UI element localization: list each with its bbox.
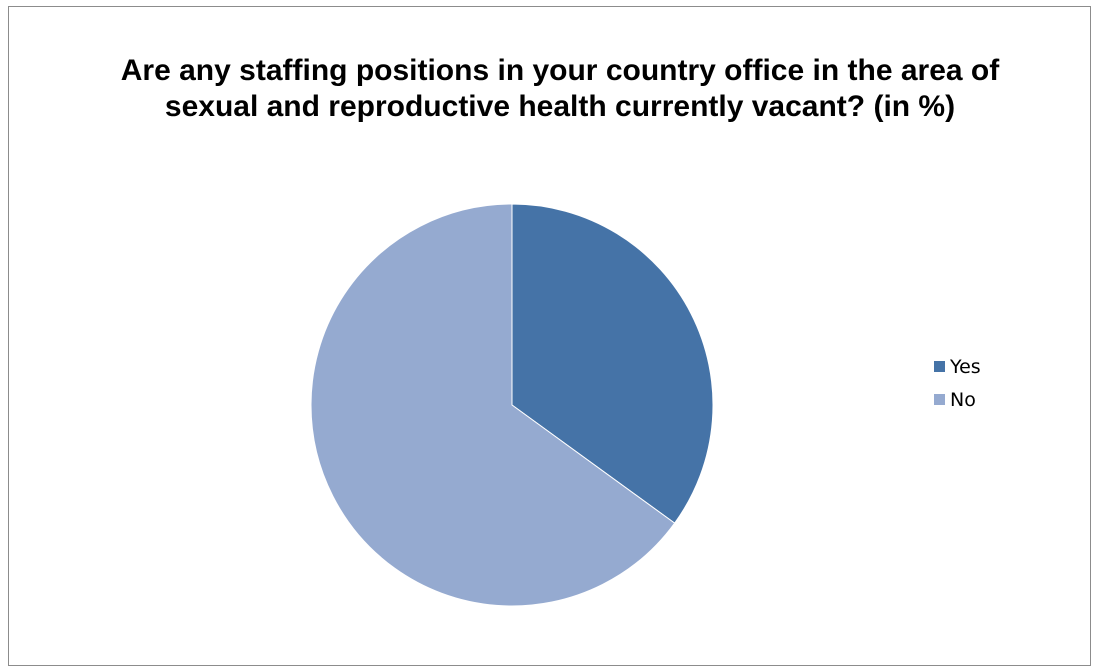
legend-item-no: No: [934, 383, 981, 416]
pie-slice-no: [310, 203, 676, 607]
legend-swatch-yes: [934, 361, 945, 372]
legend: Yes No: [934, 350, 981, 416]
chart-title: Are any staffing positions in your count…: [120, 54, 1000, 123]
pie-slice-yes: [511, 203, 714, 524]
legend-label-yes: Yes: [950, 355, 981, 378]
legend-label-no: No: [950, 388, 976, 411]
legend-swatch-no: [934, 394, 945, 405]
legend-item-yes: Yes: [934, 350, 981, 383]
